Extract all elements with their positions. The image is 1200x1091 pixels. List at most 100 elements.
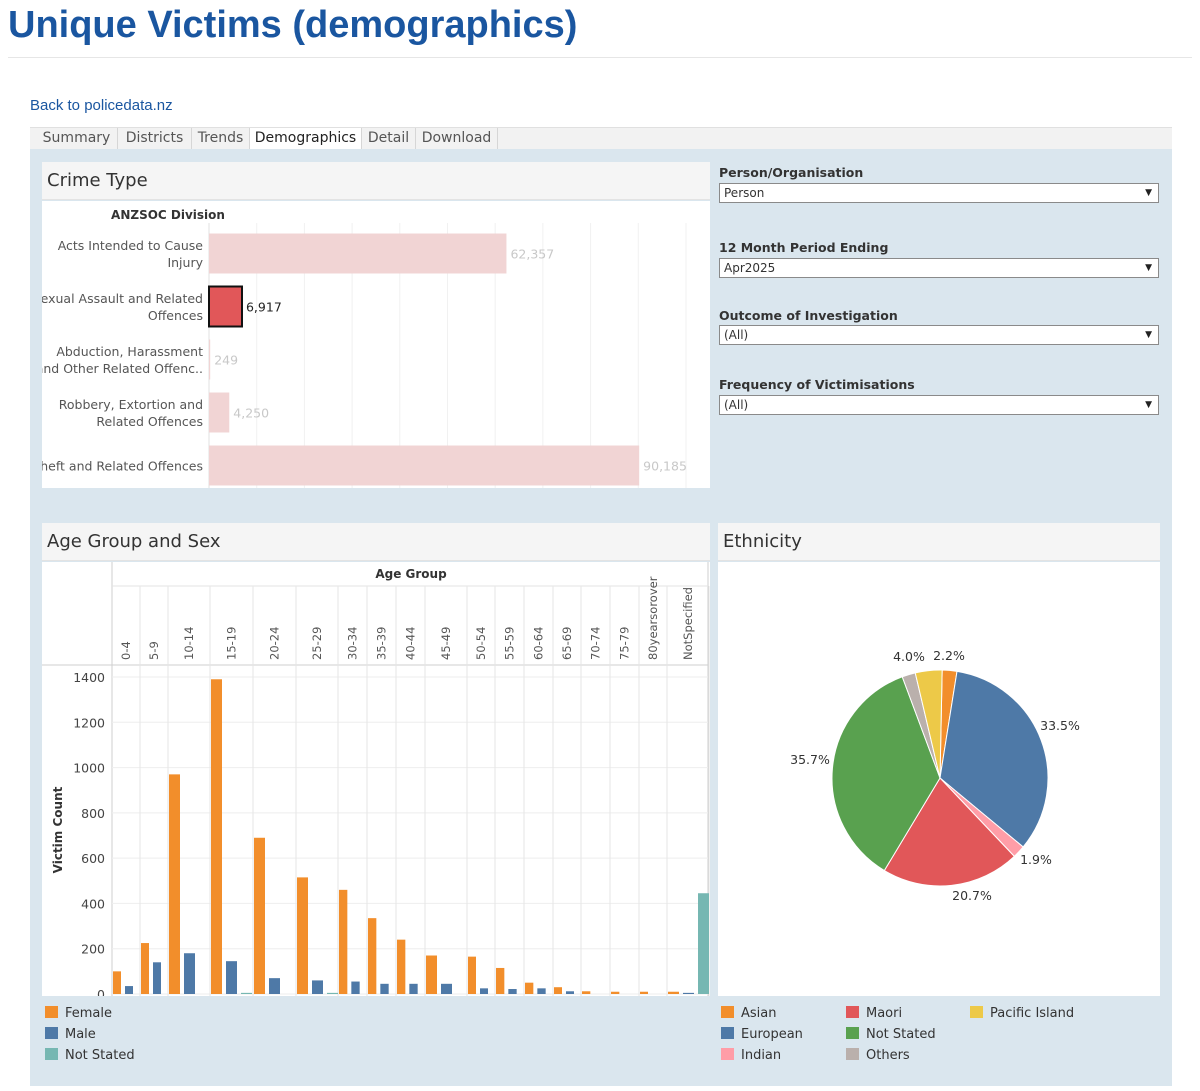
frequency-dropdown[interactable]: (All) ▼: [719, 395, 1159, 415]
pie-slice-not-stated[interactable]: [831, 676, 941, 872]
age-bar-male[interactable]: [269, 978, 280, 994]
legend-item-female[interactable]: Female: [45, 1006, 112, 1022]
outcome-value: (All): [724, 328, 749, 342]
crime-bar[interactable]: [209, 445, 640, 486]
legend-label: Male: [65, 1027, 96, 1042]
tab-districts[interactable]: Districts: [118, 128, 192, 150]
age-bar-female[interactable]: [611, 991, 620, 994]
age-bar-female[interactable]: [426, 955, 437, 994]
crime-bar-value-label: 62,357: [510, 247, 554, 262]
age-bar-female[interactable]: [141, 943, 149, 994]
legend-swatch: [45, 1048, 58, 1060]
age-category-label: 50-54: [474, 627, 488, 660]
pie-value-label: 4.0%: [893, 649, 925, 664]
age-bar-not-stated[interactable]: [241, 992, 252, 994]
outcome-dropdown[interactable]: (All) ▼: [719, 325, 1159, 345]
legend-item-pacific-island[interactable]: Pacific Island: [970, 1006, 1074, 1022]
chevron-down-icon: ▼: [1145, 263, 1152, 273]
crime-bar-value-label: 90,185: [643, 459, 687, 474]
legend-swatch: [846, 1006, 859, 1018]
legend-item-maori[interactable]: Maori: [846, 1006, 902, 1022]
age-bar-female[interactable]: [297, 877, 308, 994]
tab-detail[interactable]: Detail: [362, 128, 416, 150]
dashboard-area: Crime Type ANZSOC Division 62,357 Acts In…: [30, 149, 1172, 1086]
legend-swatch: [721, 1027, 734, 1039]
age-category-label: 20-24: [268, 627, 282, 660]
crime-bar[interactable]: [208, 285, 243, 328]
period-dropdown[interactable]: Apr2025 ▼: [719, 258, 1159, 278]
age-bar-female[interactable]: [468, 956, 476, 994]
pie-slice-maori[interactable]: [883, 777, 1016, 887]
crime-category-label: Theft and Related Offences: [42, 459, 203, 474]
age-bar-not-stated[interactable]: [698, 893, 709, 994]
legend-item-not-stated[interactable]: Not Stated: [45, 1048, 135, 1064]
age-bar-female[interactable]: [496, 967, 505, 994]
pie-slice-pacific-island[interactable]: [914, 669, 943, 779]
legend-item-indian[interactable]: Indian: [721, 1048, 781, 1064]
legend-item-male[interactable]: Male: [45, 1027, 96, 1043]
age-bar-not-stated[interactable]: [327, 992, 338, 994]
age-bar-female[interactable]: [554, 987, 562, 994]
age-bar-female[interactable]: [211, 679, 222, 994]
crime-bar[interactable]: [209, 339, 211, 380]
person-org-dropdown[interactable]: Person ▼: [719, 183, 1159, 203]
legend-label: Female: [65, 1006, 113, 1021]
legend-item-asian[interactable]: Asian: [721, 1006, 776, 1022]
tab-summary[interactable]: Summary: [36, 128, 118, 150]
age-bar-female[interactable]: [368, 918, 377, 994]
crime-category-label: and Other Related Offenc..: [42, 361, 203, 376]
legend-label: Not Stated: [866, 1027, 936, 1042]
crime-category-label: Injury: [167, 255, 203, 270]
age-bar-male[interactable]: [125, 986, 133, 994]
age-bar-female[interactable]: [640, 991, 648, 994]
legend-label: Indian: [741, 1048, 782, 1063]
age-bar-male[interactable]: [566, 991, 574, 994]
age-bar-female[interactable]: [582, 991, 591, 994]
age-bar-male[interactable]: [409, 983, 418, 994]
age-bar-female[interactable]: [169, 774, 180, 994]
page-title: Unique Victims (demographics): [8, 4, 578, 46]
y-tick-label: 1000: [73, 761, 105, 776]
age-bar-male[interactable]: [480, 988, 488, 994]
age-bar-male[interactable]: [351, 981, 360, 994]
age-bar-male[interactable]: [508, 989, 517, 994]
legend-swatch: [45, 1027, 58, 1039]
age-bar-male[interactable]: [153, 962, 161, 994]
crime-type-panel: ANZSOC Division 62,357 Acts Intended to C…: [32, 201, 710, 488]
age-bar-male[interactable]: [226, 961, 237, 994]
age-bar-male[interactable]: [380, 983, 389, 994]
legend-swatch: [721, 1006, 734, 1018]
age-bar-female[interactable]: [397, 939, 406, 994]
tab-trends[interactable]: Trends: [192, 128, 250, 150]
crime-column-header: ANZSOC Division: [111, 208, 225, 222]
age-bar-female[interactable]: [668, 991, 679, 994]
age-bar-female[interactable]: [525, 982, 534, 994]
crime-bar[interactable]: [209, 233, 507, 274]
crime-type-header: Crime Type: [42, 162, 710, 200]
legend-label: Others: [866, 1048, 910, 1063]
age-bar-female[interactable]: [113, 971, 121, 994]
pie-slice-european[interactable]: [939, 670, 1049, 848]
age-bar-male[interactable]: [441, 983, 452, 994]
crime-bar-value-label: 4,250: [233, 406, 269, 421]
age-bar-male[interactable]: [537, 988, 546, 994]
crime-bar[interactable]: [209, 392, 230, 433]
age-bar-male[interactable]: [184, 953, 195, 994]
age-sex-header: Age Group and Sex: [42, 523, 710, 561]
person-org-label: Person/Organisation: [719, 165, 864, 180]
age-bar-female[interactable]: [339, 889, 348, 994]
age-category-label: 80yearsorover: [646, 576, 660, 660]
tab-download[interactable]: Download: [416, 128, 498, 150]
legend-item-others[interactable]: Others: [846, 1048, 910, 1064]
age-bar-male[interactable]: [683, 992, 694, 994]
title-divider: [8, 57, 1192, 58]
legend-item-not-stated[interactable]: Not Stated: [846, 1027, 936, 1043]
back-link[interactable]: Back to policedata.nz: [30, 97, 173, 114]
crime-category-label: Offences: [148, 308, 203, 323]
outcome-label: Outcome of Investigation: [719, 308, 898, 323]
legend-item-european[interactable]: European: [721, 1027, 803, 1043]
tab-demographics[interactable]: Demographics: [250, 128, 362, 150]
crime-category-label: Abduction, Harassment: [56, 344, 203, 359]
age-bar-male[interactable]: [312, 980, 323, 994]
age-bar-female[interactable]: [254, 837, 265, 994]
